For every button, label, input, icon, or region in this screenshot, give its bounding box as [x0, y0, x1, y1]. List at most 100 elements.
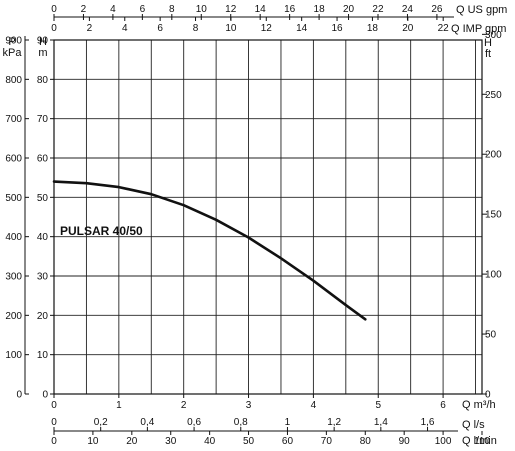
x-usgpm-tick-label: 4: [110, 4, 116, 15]
y-ft-unit-top: H: [484, 37, 492, 49]
x-impgpm-unit: Q IMP gpm: [451, 23, 506, 35]
y-kpa-tick-label: 0: [16, 390, 22, 401]
axes: 0102030405060708090010020030040050060070…: [3, 4, 508, 447]
x-usgpm-tick-label: 6: [140, 4, 146, 15]
series-line-0: [52, 180, 367, 321]
x-impgpm-tick-label: 4: [122, 23, 128, 34]
x-impgpm-tick-label: 2: [87, 23, 93, 34]
y-m-unit-bottom: m: [38, 47, 47, 59]
x-ls-tick-label: 1,4: [374, 417, 388, 428]
x-lmin-tick-label: 20: [126, 436, 138, 447]
x-m3h-tick-label: 2: [181, 400, 187, 411]
x-usgpm-tick-label: 8: [169, 4, 175, 15]
x-ls-tick-label: 0,8: [234, 417, 248, 428]
x-usgpm-tick-label: 22: [372, 4, 384, 15]
x-lmin-tick-label: 0: [51, 436, 57, 447]
x-ls-tick-label: 1,6: [421, 417, 435, 428]
y-m-tick-label: 70: [37, 114, 49, 125]
x-ls-tick-label: 0: [51, 417, 57, 428]
x-impgpm-tick-label: 14: [296, 23, 308, 34]
x-usgpm-tick-label: 14: [255, 4, 267, 15]
x-lmin-unit: Q l/min: [462, 435, 497, 447]
x-impgpm-tick-label: 18: [367, 23, 379, 34]
y-m-tick-label: 80: [37, 75, 49, 86]
x-m3h-unit: Q m³/h: [462, 399, 496, 411]
y-ft-tick-label: 200: [485, 150, 502, 161]
y-m-tick-label: 0: [42, 390, 48, 401]
y-ft-tick-label: 150: [485, 210, 502, 221]
y-m-tick-label: 30: [37, 272, 49, 283]
x-ls-unit: Q l/s: [462, 419, 485, 431]
x-lmin-tick-label: 10: [87, 436, 99, 447]
x-lmin-tick-label: 100: [435, 436, 452, 447]
x-ls-tick-label: 0,4: [140, 417, 154, 428]
y-m-tick-label: 10: [37, 350, 49, 361]
y-ft-tick-label: 100: [485, 270, 502, 281]
x-usgpm-tick-label: 16: [284, 4, 296, 15]
y-kpa-tick-label: 900: [5, 36, 22, 47]
y-kpa-tick-label: 500: [5, 193, 22, 204]
x-impgpm-tick-label: 0: [51, 23, 57, 34]
x-impgpm-tick-label: 22: [438, 23, 450, 34]
y-m-unit-top: H: [39, 36, 47, 48]
x-lmin-tick-label: 40: [204, 436, 216, 447]
x-usgpm-tick-label: 0: [51, 4, 57, 15]
y-kpa-tick-label: 800: [5, 75, 22, 86]
x-m3h-tick-label: 5: [375, 400, 381, 411]
x-ls-tick-label: 0,6: [187, 417, 201, 428]
x-usgpm-tick-label: 10: [196, 4, 208, 15]
x-lmin-tick-label: 50: [243, 436, 255, 447]
y-kpa-tick-label: 300: [5, 272, 22, 283]
x-m3h-tick-label: 1: [116, 400, 122, 411]
x-usgpm-tick-label: 18: [314, 4, 326, 15]
x-impgpm-tick-label: 16: [331, 23, 343, 34]
y-kpa-unit-top: P: [8, 36, 15, 48]
y-kpa-unit-bottom: kPa: [3, 47, 23, 59]
x-lmin-tick-label: 110: [474, 436, 490, 447]
x-usgpm-tick-label: 12: [225, 4, 237, 15]
x-ls-tick-label: 1,2: [327, 417, 341, 428]
x-usgpm-unit: Q US gpm: [456, 4, 507, 16]
x-impgpm-tick-label: 12: [261, 23, 273, 34]
x-lmin-tick-label: 90: [399, 436, 411, 447]
y-m-tick-label: 40: [37, 232, 49, 243]
x-impgpm-tick-label: 8: [193, 23, 199, 34]
y-ft-tick-label: 50: [485, 330, 497, 341]
y-ft-tick-label: 300: [485, 30, 502, 41]
x-lmin-tick-label: 60: [282, 436, 294, 447]
x-ls-tick-label: 1: [285, 417, 291, 428]
x-usgpm-tick-label: 2: [81, 4, 87, 15]
plot-border: [53, 39, 483, 395]
series-layer: [52, 180, 367, 321]
y-ft-tick-label: 0: [485, 390, 491, 401]
x-ls-tick-label: 0,2: [94, 417, 108, 428]
y-m-tick-label: 50: [37, 193, 49, 204]
x-impgpm-tick-label: 6: [157, 23, 163, 34]
x-usgpm-tick-label: 24: [402, 4, 414, 15]
y-m-tick-label: 90: [37, 36, 49, 47]
y-kpa-tick-label: 600: [5, 154, 22, 165]
y-ft-tick-label: 250: [485, 90, 502, 101]
y-kpa-tick-label: 700: [5, 114, 22, 125]
x-m3h-tick-label: 3: [246, 400, 252, 411]
x-m3h-tick-label: 4: [311, 400, 317, 411]
x-usgpm-tick-label: 26: [431, 4, 443, 15]
y-m-tick-label: 20: [37, 311, 49, 322]
y-kpa-tick-label: 400: [5, 232, 22, 243]
x-lmin-tick-label: 80: [360, 436, 372, 447]
y-kpa-tick-label: 200: [5, 311, 22, 322]
x-m3h-tick-label: 6: [440, 400, 446, 411]
y-ft-unit-bottom: ft: [485, 48, 491, 60]
x-usgpm-tick-label: 20: [343, 4, 355, 15]
plot-frame: [53, 39, 483, 395]
x-m3h-tick-label: 0: [51, 400, 57, 411]
x-impgpm-tick-label: 20: [402, 23, 414, 34]
y-m-tick-label: 60: [37, 154, 49, 165]
series-label: PULSAR 40/50: [60, 224, 143, 238]
y-kpa-tick-label: 100: [5, 350, 22, 361]
x-impgpm-tick-label: 10: [225, 23, 237, 34]
x-lmin-tick-label: 70: [321, 436, 333, 447]
x-lmin-tick-label: 30: [165, 436, 177, 447]
grid: [54, 40, 482, 394]
